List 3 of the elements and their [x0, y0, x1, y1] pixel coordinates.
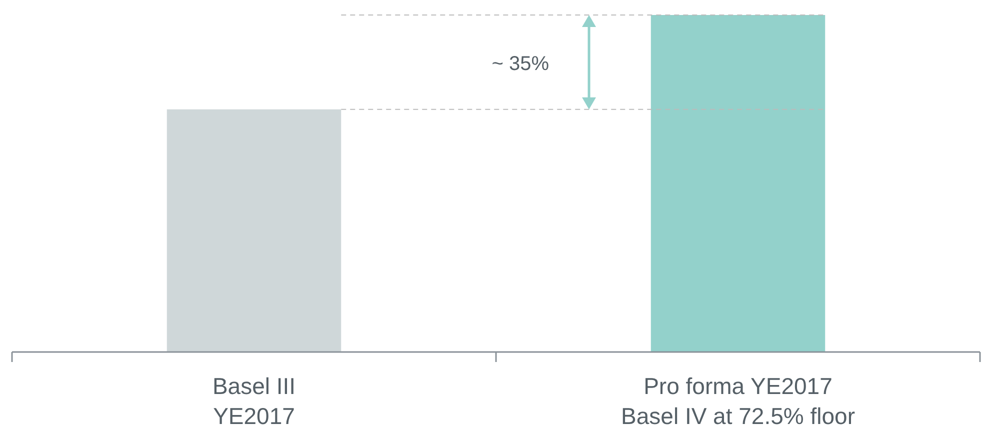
annotation: ~ 35% — [492, 53, 550, 76]
x-tick-label: Pro forma YE2017 Basel IV at 72.5% floor — [621, 373, 856, 429]
x-tick-label: Basel III YE2017 — [212, 373, 296, 429]
